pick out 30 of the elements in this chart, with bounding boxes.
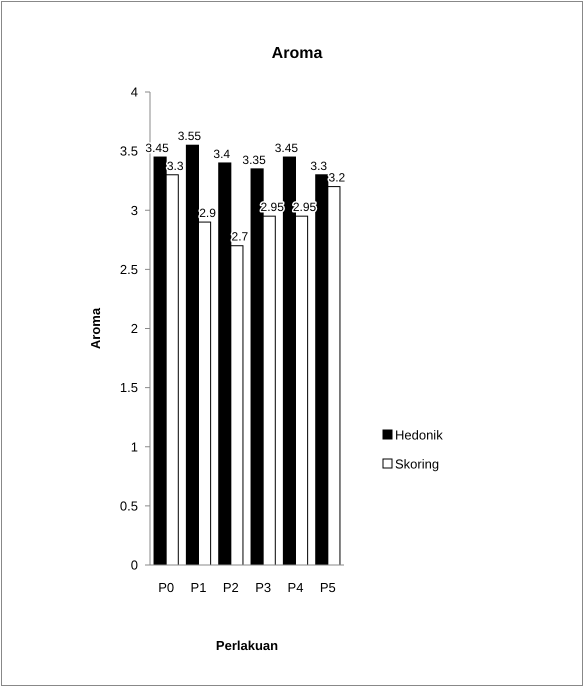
y-tick-label: 3.5: [120, 144, 138, 159]
data-label: 3.3: [310, 158, 328, 173]
y-tick-label: 1: [130, 439, 138, 454]
y-tick-label: 0: [130, 558, 138, 573]
x-tick-label: P4: [288, 580, 304, 595]
data-label: 3.35: [242, 152, 266, 167]
data-label: 3.4: [213, 146, 230, 161]
x-tick-label: P1: [190, 580, 206, 595]
x-tick-label: P0: [158, 580, 174, 595]
x-tick-label: P5: [320, 580, 336, 595]
y-tick-label: 2.5: [120, 262, 138, 277]
y-axis-title: Aroma: [88, 307, 103, 350]
legend-label: Skoring: [395, 456, 440, 472]
y-tick-label: 0.5: [120, 498, 138, 514]
data-label: 2.9: [199, 206, 216, 220]
y-tick-label: 4: [130, 84, 138, 100]
data-label: 3.45: [274, 141, 298, 156]
data-label: 3.2: [328, 170, 346, 185]
chart-title: Aroma: [272, 45, 322, 62]
data-label: 3.3: [166, 158, 184, 173]
y-tick-label: 2: [130, 321, 138, 336]
x-tick-label: P2: [222, 580, 239, 595]
x-tick-label: P3: [255, 580, 272, 595]
data-label: 3.45: [145, 141, 170, 156]
data-label: 2.7: [232, 230, 249, 244]
x-axis-title: Perlakuan: [216, 638, 278, 653]
data-label: 3.55: [178, 129, 202, 144]
legend-label: Hedonik: [395, 428, 444, 443]
y-tick-label: 1.5: [120, 380, 138, 396]
y-tick-label: 3: [130, 202, 138, 218]
